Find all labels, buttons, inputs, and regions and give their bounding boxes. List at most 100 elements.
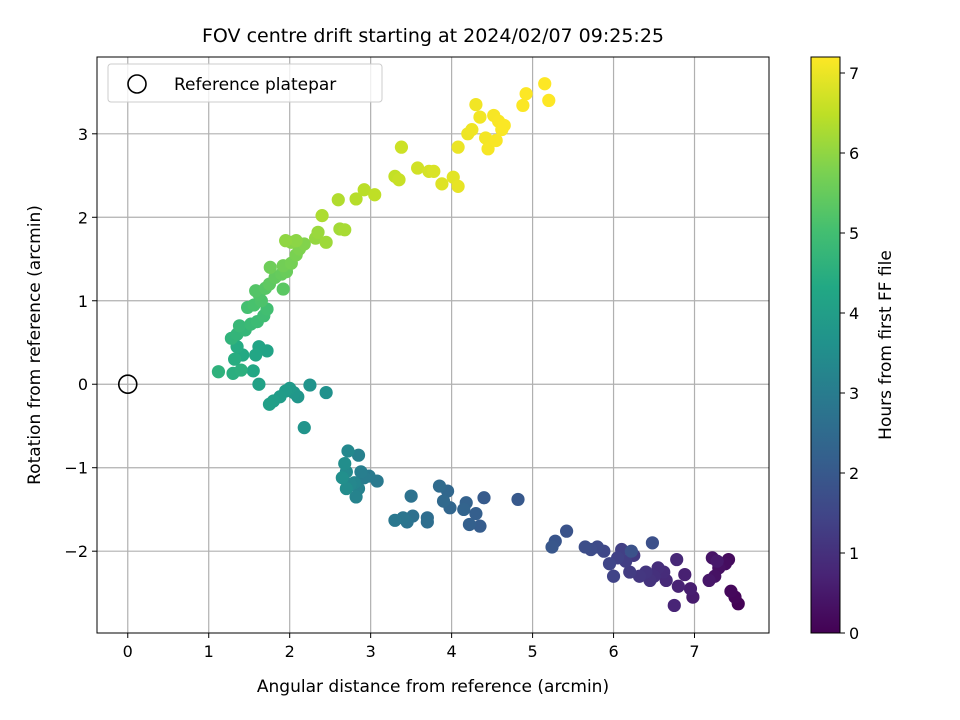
colorbar-tick-label: 7 xyxy=(849,64,859,83)
data-point xyxy=(473,519,487,533)
data-point xyxy=(671,579,685,593)
data-point xyxy=(411,161,425,175)
data-point xyxy=(457,502,471,517)
data-point xyxy=(436,494,451,508)
chart-title: FOV centre drift starting at 2024/02/07 … xyxy=(202,25,664,47)
data-point xyxy=(339,481,353,496)
colorbar: 0 1 2 3 4 5 6 7 Hours from first FF file xyxy=(810,56,896,643)
data-point xyxy=(623,565,637,579)
data-point xyxy=(435,177,449,191)
y-tick-label: −1 xyxy=(64,459,88,478)
data-point xyxy=(315,209,329,223)
data-point xyxy=(469,97,483,112)
data-point xyxy=(451,140,465,154)
data-point xyxy=(511,492,525,507)
data-point xyxy=(297,421,311,435)
data-point xyxy=(519,87,533,101)
data-point xyxy=(606,569,621,583)
data-point xyxy=(451,179,465,193)
data-point xyxy=(578,540,592,554)
data-point xyxy=(331,193,345,207)
plot-frame xyxy=(96,56,770,634)
x-tick-label: 3 xyxy=(366,642,376,661)
data-point xyxy=(542,93,556,108)
colorbar-label: Hours from first FF file xyxy=(876,250,896,440)
data-point xyxy=(228,352,242,366)
legend-marker-icon xyxy=(127,74,147,94)
data-point xyxy=(394,140,409,154)
colorbar-tick-label: 1 xyxy=(849,544,859,563)
x-tick-label: 4 xyxy=(447,642,457,661)
x-axis-ticks: 0 1 2 3 4 5 6 7 xyxy=(123,633,700,661)
data-point xyxy=(462,517,477,532)
data-point xyxy=(349,490,363,504)
data-point xyxy=(545,540,559,554)
data-point xyxy=(279,234,293,248)
y-tick-label: 1 xyxy=(78,292,88,311)
x-tick-label: 1 xyxy=(204,642,214,661)
colorbar-tick-label: 5 xyxy=(849,224,859,243)
data-point xyxy=(354,465,368,479)
colorbar-gradient xyxy=(810,56,841,634)
data-point xyxy=(357,183,371,197)
x-axis-label: Angular distance from reference (arcmin) xyxy=(257,677,609,697)
data-point xyxy=(702,573,716,588)
data-point xyxy=(276,282,290,296)
data-point xyxy=(311,225,325,239)
data-point xyxy=(724,584,738,598)
legend-entry-reference: Reference platepar xyxy=(174,75,336,95)
data-point xyxy=(404,489,418,503)
data-point xyxy=(349,192,363,206)
x-tick-label: 7 xyxy=(689,642,699,661)
data-point xyxy=(392,173,406,187)
data-point xyxy=(289,234,303,248)
legend: Reference platepar xyxy=(107,63,383,103)
data-point xyxy=(249,348,263,362)
data-point xyxy=(263,260,277,274)
colorbar-ticks: 0 1 2 3 4 5 6 7 xyxy=(840,64,859,643)
data-point xyxy=(335,471,349,485)
y-axis-label: Rotation from reference (arcmin) xyxy=(25,205,45,485)
data-point xyxy=(388,513,402,527)
x-tick-label: 2 xyxy=(285,642,295,661)
plot-area xyxy=(97,57,769,633)
data-point xyxy=(481,142,495,156)
data-point xyxy=(211,365,226,379)
data-point xyxy=(624,544,638,558)
y-tick-label: −2 xyxy=(64,542,88,561)
data-point xyxy=(473,110,487,124)
data-point xyxy=(538,77,552,91)
data-point xyxy=(351,448,366,462)
colorbar-tick-label: 3 xyxy=(849,384,859,403)
colorbar-tick-label: 6 xyxy=(849,144,859,163)
grid-lines xyxy=(97,57,769,633)
colorbar-tick-label: 2 xyxy=(849,464,859,483)
y-axis-ticks: −2 −1 0 1 2 3 xyxy=(64,125,97,561)
data-point xyxy=(559,524,574,538)
y-tick-label: 3 xyxy=(78,125,88,144)
legend-box xyxy=(107,63,383,103)
data-point xyxy=(262,397,277,411)
data-point xyxy=(479,131,493,145)
data-point xyxy=(252,377,266,391)
data-point xyxy=(338,223,352,237)
data-point xyxy=(319,235,333,249)
data-point xyxy=(469,507,483,521)
x-tick-label: 0 xyxy=(123,642,133,661)
data-point xyxy=(489,133,503,148)
data-point xyxy=(477,491,491,505)
reference-point-marker xyxy=(117,374,138,395)
data-point xyxy=(427,164,441,178)
data-point xyxy=(516,98,530,113)
data-points xyxy=(211,77,745,613)
colorbar-tick-label: 0 xyxy=(849,624,859,643)
data-point xyxy=(645,536,660,550)
data-point xyxy=(234,363,248,377)
data-point xyxy=(319,385,333,400)
x-tick-label: 5 xyxy=(527,642,537,661)
data-point xyxy=(667,598,681,613)
data-point xyxy=(303,378,317,392)
data-point xyxy=(368,188,382,202)
y-tick-label: 2 xyxy=(78,208,88,227)
colorbar-tick-label: 4 xyxy=(849,304,859,323)
